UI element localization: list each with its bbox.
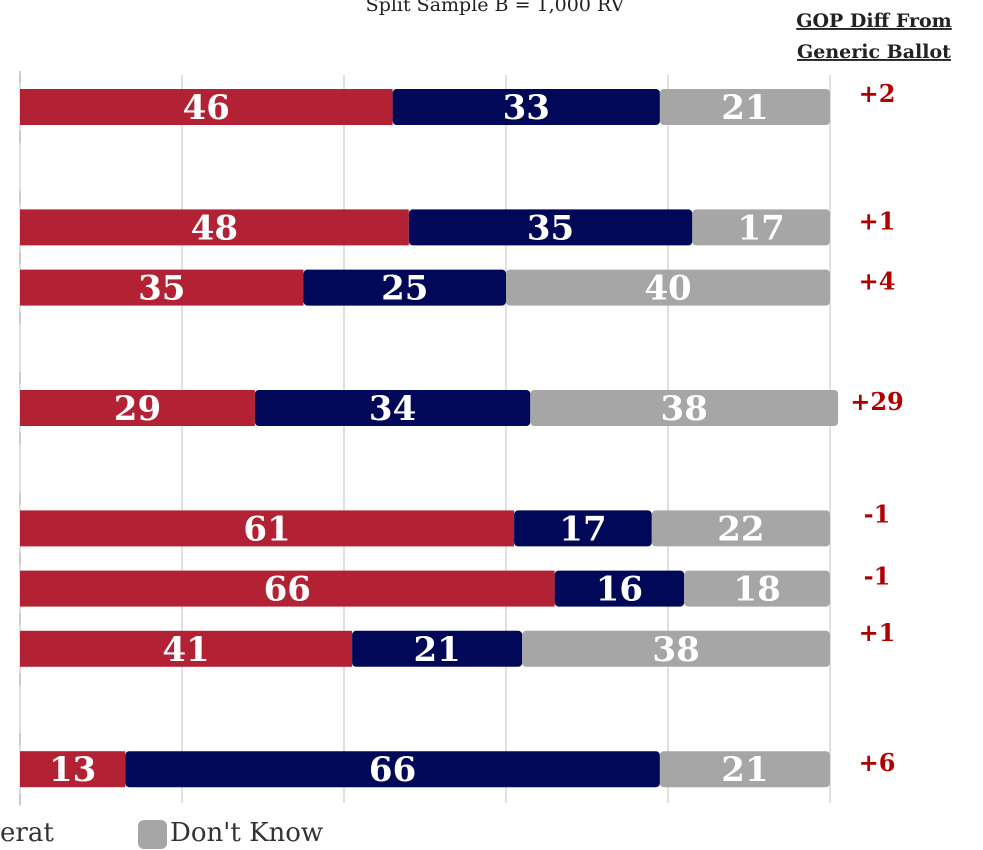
bar-value-label-dont-know: 38 — [652, 630, 699, 670]
bar-value-label-democrat: 17 — [559, 509, 606, 549]
bar-value-label-democrat: 25 — [381, 269, 428, 309]
bar-segment-democrat — [303, 269, 506, 306]
bar-value-label-democrat: 16 — [596, 570, 643, 610]
bar-segment-republican — [20, 269, 304, 306]
bar-segment-republican — [20, 510, 515, 547]
bar-value-label-democrat: 21 — [413, 630, 460, 670]
chart-subtitle: Split Sample B = 1,000 RV — [366, 0, 625, 16]
diff-values: +2 +1 +4 +29 -1 -1 +1 +6 — [850, 79, 904, 777]
bar-value-label-dont-know: 40 — [644, 269, 691, 309]
bar-segment-democrat — [408, 209, 693, 246]
bar-segment-republican — [20, 209, 409, 246]
gop-diff-value: +1 — [859, 618, 896, 647]
bar-value-label-republican: 66 — [264, 570, 311, 610]
gop-diff-value: +29 — [850, 387, 904, 416]
legend: erat Don't Know — [0, 818, 323, 849]
bar-value-label-dont-know: 18 — [733, 570, 780, 610]
bar-value-label-democrat: 34 — [369, 389, 416, 429]
bar-segment-dont-know — [659, 89, 830, 125]
gop-diff-value: +6 — [859, 748, 896, 777]
bar-value-label-dont-know: 21 — [721, 88, 768, 128]
gop-diff-value: +2 — [859, 79, 896, 108]
bar-segment-democrat — [392, 89, 660, 125]
bar-value-label-republican: 46 — [183, 88, 230, 128]
bar-segment-democrat — [125, 751, 660, 788]
bar-value-label-democrat: 33 — [503, 88, 550, 128]
bar-value-label-democrat: 66 — [369, 750, 416, 790]
bar-value-label-dont-know: 17 — [737, 208, 784, 248]
gop-diff-value: -1 — [864, 499, 891, 528]
bar-segment-dont-know — [530, 390, 839, 426]
bar-segment-dont-know — [522, 630, 830, 667]
bar-segment-republican — [20, 751, 126, 788]
bar-segment-republican — [20, 89, 393, 125]
legend-swatch-dont-know — [138, 820, 167, 849]
bar-segment-democrat — [254, 390, 531, 426]
bar-value-label-republican: 61 — [243, 509, 290, 549]
bar-segment-dont-know — [659, 751, 830, 788]
bar-segment-republican — [20, 630, 353, 667]
bar-segment-dont-know — [684, 570, 830, 607]
legend-label-democrat: erat — [0, 818, 54, 848]
diff-column-header-line2: Generic Ballot — [797, 41, 951, 63]
diff-column-header-line1: GOP Diff From — [796, 10, 952, 32]
bar-value-label-dont-know: 21 — [721, 750, 768, 790]
bar-value-label-dont-know: 38 — [661, 389, 708, 429]
gop-diff-value: -1 — [864, 562, 891, 591]
bar-value-label-dont-know: 22 — [717, 509, 764, 549]
bar-value-label-republican: 35 — [138, 269, 185, 309]
bars — [20, 89, 839, 788]
bar-segment-republican — [20, 570, 555, 607]
bar-segment-republican — [20, 390, 255, 426]
bar-value-label-republican: 48 — [191, 208, 238, 248]
bar-segment-democrat — [352, 630, 523, 667]
bar-segment-democrat — [514, 510, 652, 547]
gop-diff-value: +4 — [859, 267, 896, 296]
bar-value-label-democrat: 35 — [527, 208, 574, 248]
bar-segment-dont-know — [692, 209, 830, 246]
gridlines — [19, 71, 831, 806]
gop-diff-value: +1 — [859, 206, 896, 235]
bar-value-label-republican: 29 — [114, 389, 161, 429]
legend-label-dont-know: Don't Know — [170, 818, 323, 848]
bar-segment-dont-know — [506, 269, 830, 306]
bar-value-label-republican: 41 — [162, 630, 209, 670]
bar-segment-democrat — [554, 570, 685, 607]
bar-segment-dont-know — [651, 510, 830, 547]
bar-value-label-republican: 13 — [49, 750, 96, 790]
